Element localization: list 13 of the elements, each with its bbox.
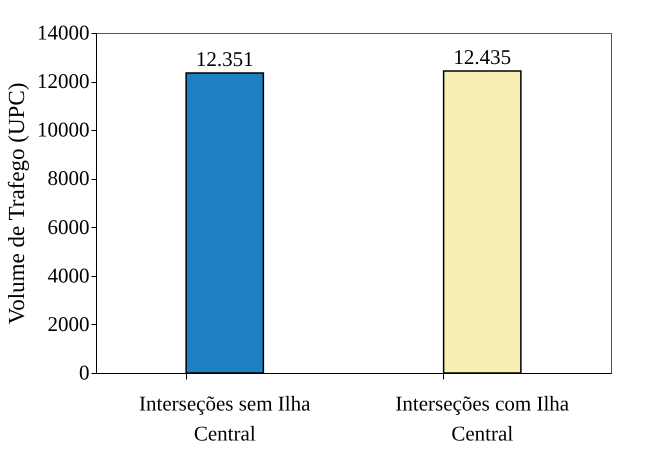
y-tick-label: 0 (79, 360, 90, 384)
y-tick-label: 14000 (37, 20, 90, 44)
y-tick-label: 2000 (48, 312, 90, 336)
y-tick-label: 4000 (48, 263, 90, 288)
y-axis-title: Volume de Trafego (UPC) (4, 82, 29, 324)
x-tick-label: Interseções sem Ilha Central (139, 392, 312, 446)
data-label: 12.351 (196, 47, 254, 72)
y-tick-label: 12000 (37, 69, 90, 94)
y-tick-label: 6000 (48, 214, 90, 239)
x-tick-label: Interseções com Ilha Central (395, 392, 570, 446)
data-label: 12.435 (453, 45, 512, 70)
y-tick-label: 8000 (48, 166, 90, 190)
y-tick-label: 10000 (37, 118, 90, 142)
